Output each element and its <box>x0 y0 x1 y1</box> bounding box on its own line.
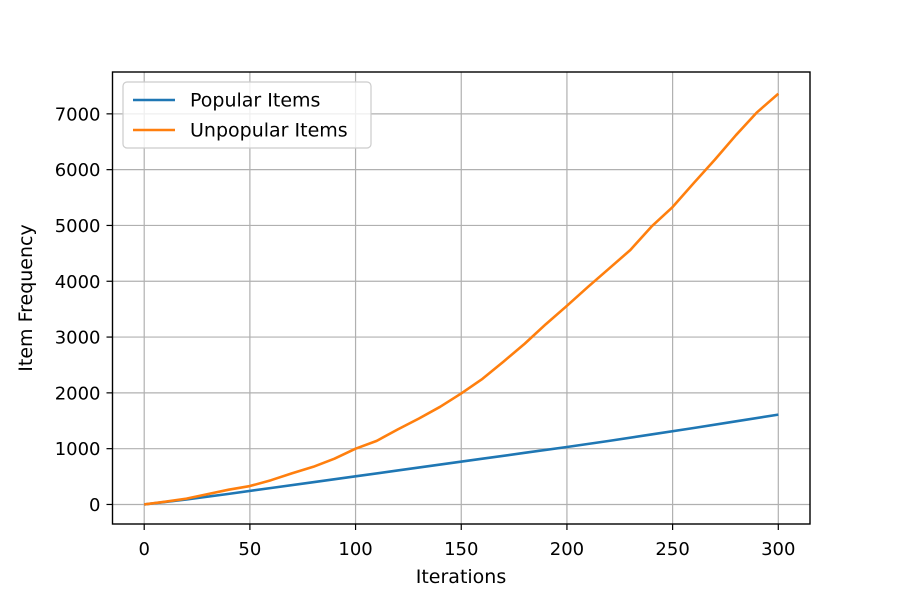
legend-label-popular-items: Popular Items <box>190 90 320 112</box>
y-axis-label: Item Frequency <box>15 224 37 371</box>
legend-box <box>122 81 372 149</box>
x-tick-label: 0 <box>138 539 149 560</box>
y-tick-label: 7000 <box>55 104 101 125</box>
x-axis-label: Iterations <box>416 566 507 588</box>
series-line-unpopular-items <box>144 92 780 506</box>
x-tick-label: 150 <box>444 539 478 560</box>
y-tick-label: 6000 <box>55 160 101 181</box>
y-tick-label: 4000 <box>55 272 101 293</box>
y-tick-label: 2000 <box>55 383 101 404</box>
series-lines <box>144 92 780 506</box>
series-line-popular-items <box>144 413 779 506</box>
x-tick-label: 100 <box>338 539 372 560</box>
legend-label-unpopular-items: Unpopular Items <box>190 120 348 142</box>
x-tick-label: 250 <box>655 539 689 560</box>
x-tick-label: 300 <box>761 539 795 560</box>
axis-ticks: 0 50 100 150 200 250 3000100020003000400050006… <box>55 104 796 560</box>
x-tick-label: 50 <box>238 539 261 560</box>
y-tick-label: 0 <box>89 495 100 516</box>
y-tick-label: 5000 <box>55 216 101 237</box>
y-tick-label: 1000 <box>55 439 101 460</box>
legend: Popular Items Unpopular Items <box>122 81 372 149</box>
x-tick-label: 200 <box>550 539 584 560</box>
y-tick-label: 3000 <box>55 328 101 349</box>
